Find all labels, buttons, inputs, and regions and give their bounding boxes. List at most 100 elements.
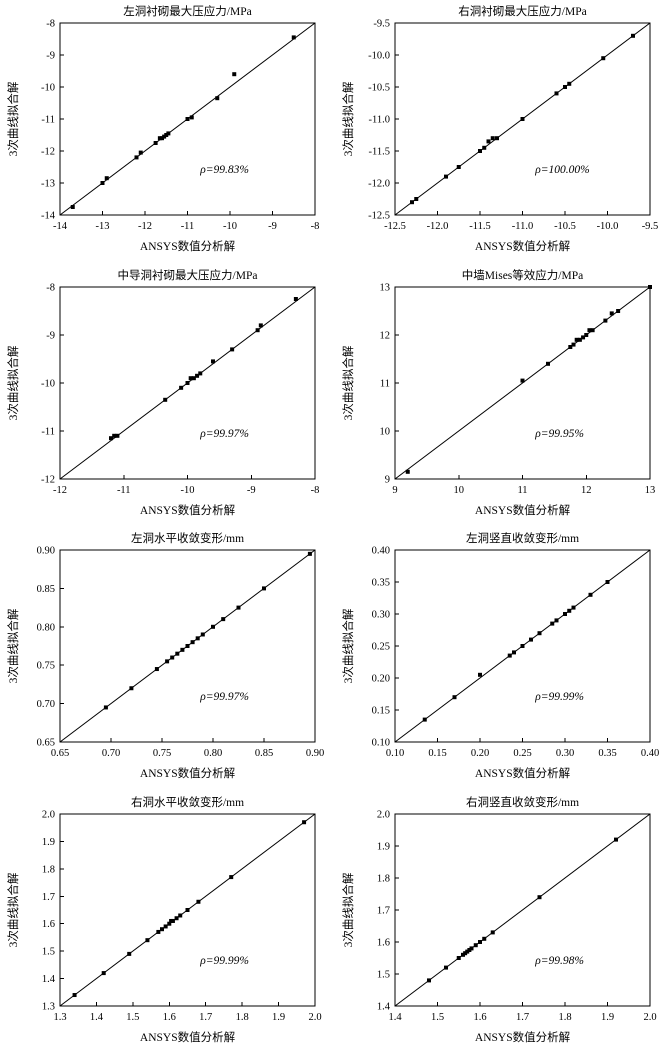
x-tick-label: 0.20: [471, 748, 489, 759]
chart-title: 右洞水平收敛变形/mm: [131, 795, 244, 809]
x-tick-label: -12.0: [426, 221, 448, 232]
y-tick-label: 0.40: [371, 546, 389, 557]
x-tick-label: 0.15: [428, 748, 446, 759]
data-point: [477, 149, 482, 154]
data-point: [520, 117, 525, 122]
data-point: [460, 952, 465, 957]
y-tick-label: 1.6: [377, 937, 390, 948]
chart-middle-pilot-tunnel-lining-max-compressive-stress: 中导洞衬砌最大压应力/MPa -12 -12 -11 -11 -10 -10 -9 -9 -8 -8…: [6, 267, 328, 524]
data-point: [259, 323, 264, 328]
data-point: [185, 380, 190, 385]
x-axis-label: ANSYS数值分析解: [140, 503, 236, 517]
y-tick-label: -12.5: [368, 211, 390, 222]
data-point: [630, 34, 635, 39]
data-point: [232, 72, 237, 77]
x-tick-label: 2.0: [309, 1012, 322, 1023]
x-tick-label: 1.8: [236, 1012, 249, 1023]
data-point: [494, 136, 499, 141]
data-point: [188, 375, 193, 380]
y-tick-label: 0.75: [37, 661, 55, 672]
chart-canvas: 右洞竖直收敛变形/mm 1.41.4 1.5 1.5 1.6 1.6 1.7 1.7 1.8 1.…: [341, 795, 657, 1044]
x-tick-label: 0.10: [386, 748, 404, 759]
data-point: [101, 970, 106, 975]
x-tick-label: 1.8: [558, 1012, 571, 1023]
data-point: [482, 936, 486, 941]
data-point: [409, 200, 414, 205]
x-tick-label: 12: [581, 485, 592, 496]
y-tick-label: -12.0: [368, 179, 390, 190]
y-tick-label: 0.65: [37, 738, 55, 749]
x-axis-label: ANSYS数值分析解: [140, 1030, 236, 1044]
data-point: [601, 56, 605, 61]
data-point: [443, 965, 448, 970]
x-tick-label: -12: [138, 221, 152, 232]
x-tick-label: 13: [645, 485, 656, 496]
y-tick-label: -10.5: [368, 83, 390, 94]
data-point: [112, 433, 117, 438]
data-point: [109, 435, 114, 440]
x-tick-label: -9: [268, 221, 277, 232]
x-tick-label: -14: [53, 221, 68, 232]
data-point: [170, 655, 175, 660]
x-tick-label: 1.4: [90, 1012, 104, 1023]
data-point: [129, 686, 134, 691]
chart-canvas: 左洞水平收敛变形/mm 0.650.65 0.70 0.70 0.75 0.75 0.80 0…: [6, 531, 324, 780]
data-point: [562, 85, 567, 90]
y-tick-label: 0.70: [37, 699, 55, 710]
y-tick-label: -10: [41, 378, 55, 389]
x-tick-label: -11.0: [512, 221, 533, 232]
data-point: [302, 819, 307, 824]
data-point: [554, 618, 559, 623]
data-point: [587, 327, 592, 332]
y-axis-label: 3次曲线拟合解: [6, 608, 20, 683]
y-axis-label: 3次曲线拟合解: [6, 345, 20, 420]
y-axis-label: 3次曲线拟合解: [341, 345, 355, 420]
data-point: [571, 342, 576, 347]
data-point: [115, 433, 120, 438]
data-point: [308, 552, 313, 557]
data-point: [537, 894, 542, 899]
data-point: [562, 612, 567, 617]
chart-title: 左洞水平收敛变形/mm: [131, 531, 244, 545]
x-tick-label: 1.4: [388, 1012, 402, 1023]
data-point: [580, 335, 585, 340]
correlation-annotation: ρ=99.97%: [200, 428, 250, 440]
chart-canvas: 右洞衬砌最大压应力/MPa -12.5-12.5 -12.0 -12.0 -11.5 -1…: [341, 4, 658, 253]
correlation-annotation: ρ=99.95%: [534, 428, 584, 440]
correlation-annotation: ρ=100.00%: [534, 164, 590, 176]
data-point: [195, 373, 200, 378]
data-point: [477, 939, 482, 944]
data-point: [473, 942, 478, 947]
y-tick-label: -8: [47, 282, 56, 293]
data-point: [520, 644, 525, 649]
x-tick-label: -9: [247, 485, 256, 496]
data-point: [180, 648, 185, 653]
y-tick-label: 0.15: [371, 706, 389, 717]
y-tick-label: 11: [380, 378, 390, 389]
data-point: [554, 91, 559, 96]
data-point: [71, 205, 75, 210]
x-tick-label: 1.9: [601, 1012, 614, 1023]
data-point: [160, 926, 165, 931]
x-tick-label: 2.0: [643, 1012, 656, 1023]
x-tick-label: 0.25: [513, 748, 531, 759]
data-point: [647, 284, 652, 289]
data-point: [229, 874, 234, 879]
x-tick-label: -8: [311, 485, 320, 496]
chart-canvas: 中导洞衬砌最大压应力/MPa -12-12 -11 -11 -10 -10 -9 -9 -8 -8…: [6, 268, 320, 517]
chart-right-tunnel-lining-max-compressive-stress: 右洞衬砌最大压应力/MPa -12.5 -12.5 -12.0 -12.0 -11.5 -1…: [341, 3, 663, 260]
data-point: [100, 181, 105, 186]
data-point: [292, 35, 296, 40]
x-tick-label: 1.3: [54, 1012, 67, 1023]
data-point: [72, 992, 77, 997]
data-point: [174, 915, 179, 920]
data-point: [452, 695, 457, 700]
chart-title: 右洞竖直收敛变形/mm: [466, 795, 579, 809]
chart-left-tunnel-vertical-convergence: 左洞竖直收敛变形/mm 0.10 0.10 0.15 0.15 0.20 0.20 0.25 0…: [341, 530, 663, 787]
correlation-annotation: ρ=99.97%: [200, 691, 250, 703]
data-point: [490, 136, 495, 141]
chart-title: 中导洞衬砌最大压应力/MPa: [118, 268, 258, 282]
data-point: [165, 659, 170, 664]
y-tick-label: 0.25: [371, 642, 389, 653]
y-tick-label: -10.0: [368, 51, 390, 62]
